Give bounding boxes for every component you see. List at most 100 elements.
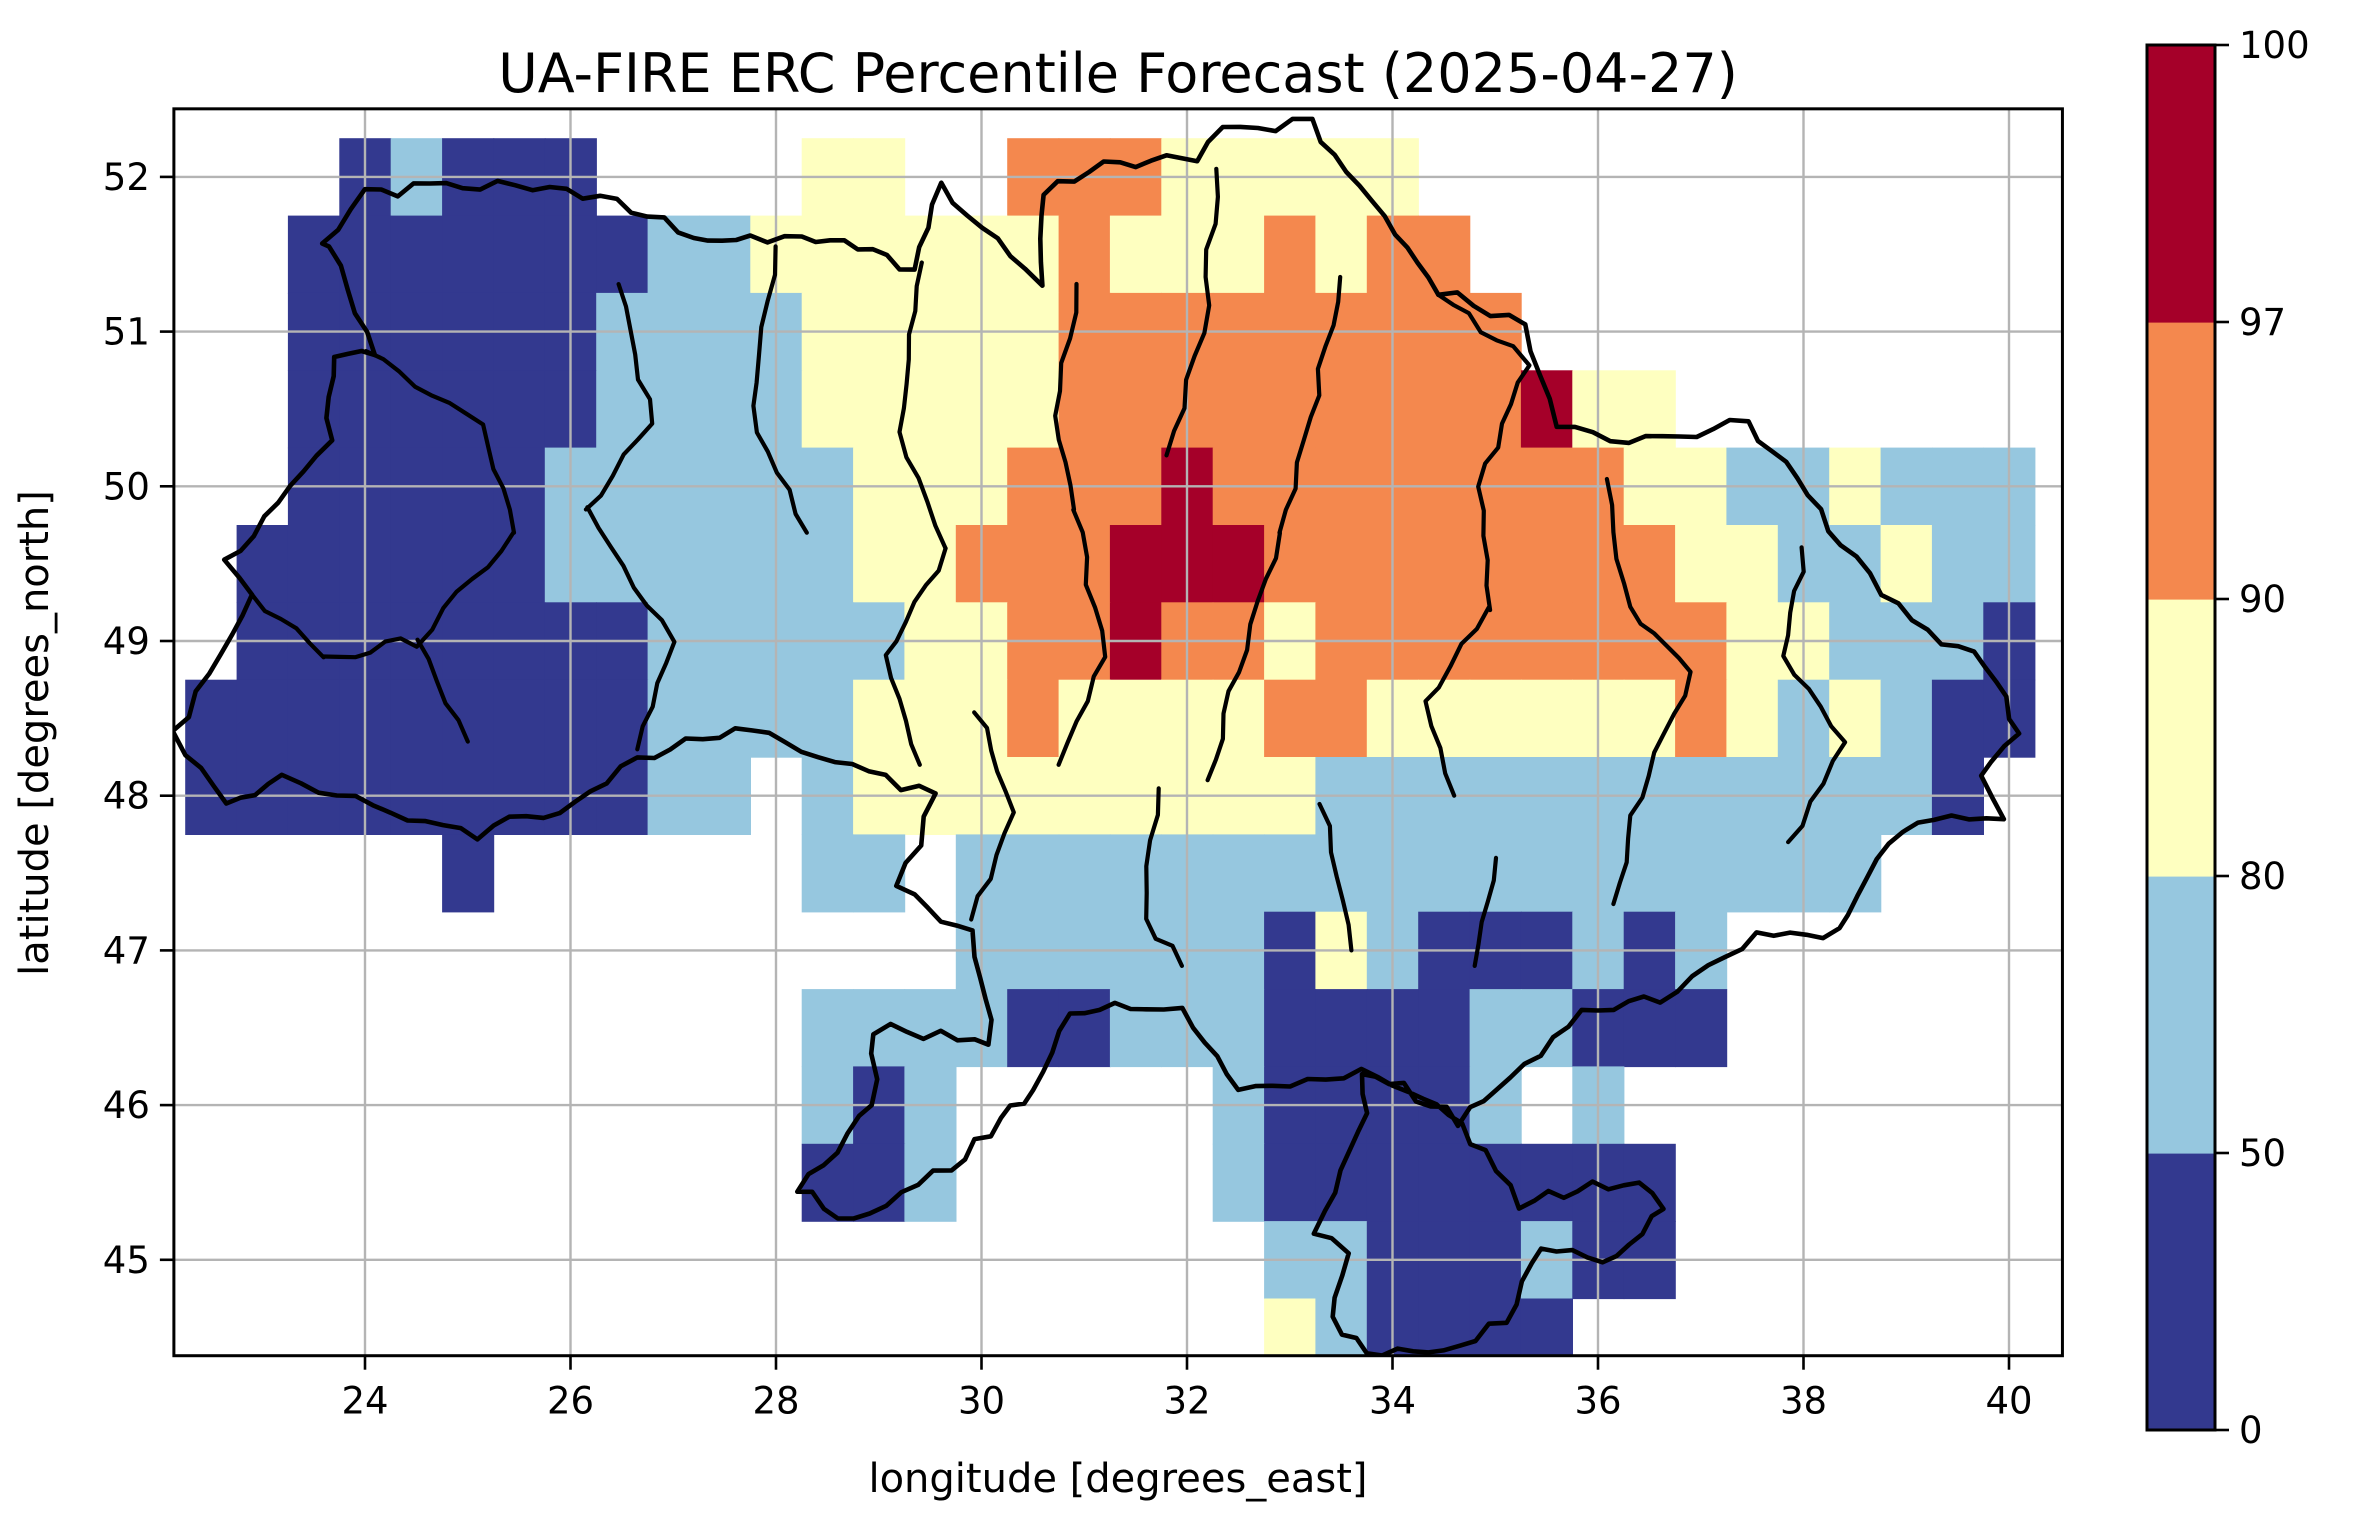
heatmap-cell — [1315, 525, 1368, 603]
heatmap-cell — [904, 1143, 957, 1222]
heatmap-cell — [493, 370, 546, 449]
heatmap-cell — [1675, 834, 1728, 913]
oblast-boundary — [321, 530, 516, 660]
heatmap-cell — [1880, 525, 1933, 603]
heatmap-cell — [1418, 370, 1471, 449]
heatmap-cell — [236, 679, 289, 758]
heatmap-cell — [493, 679, 546, 758]
heatmap-cell — [698, 525, 751, 603]
colorbar-segment — [2147, 1153, 2215, 1431]
heatmap-cell — [1469, 1143, 1522, 1222]
heatmap-cell — [1623, 679, 1676, 758]
colorbar-frame — [2145, 43, 2217, 1432]
plot-frame — [172, 107, 2064, 1358]
heatmap-cell — [1007, 679, 1060, 758]
oblast-boundary — [897, 260, 948, 551]
heatmap-cell — [596, 679, 649, 758]
heatmap-cell — [493, 525, 546, 603]
heatmap-cell — [1520, 1143, 1573, 1222]
heatmap-cell — [1264, 1298, 1317, 1356]
heatmap-cell — [1418, 215, 1471, 294]
y-tick-label: 50 — [103, 465, 150, 508]
heatmap-cell — [801, 215, 854, 294]
heatmap-cell — [1264, 215, 1317, 294]
y-axis-label: latitude [degrees_north] — [12, 490, 58, 976]
oblast-boundary — [585, 505, 677, 752]
heatmap-cell — [853, 834, 906, 913]
heatmap-cell — [1829, 525, 1882, 603]
boundaries-layer — [173, 116, 2022, 1356]
heatmap-cell — [1212, 1143, 1265, 1222]
heatmap-cell — [1675, 679, 1728, 758]
heatmap-cell — [1418, 834, 1471, 913]
heatmap-cell — [390, 370, 443, 449]
oblast-boundary — [1056, 507, 1108, 767]
heatmap-cell — [1880, 679, 1933, 758]
heatmap-cell — [801, 525, 854, 603]
heatmap-cell — [1315, 1298, 1368, 1356]
y-tick-label: 46 — [103, 1084, 150, 1127]
colorbar-tick-label: 50 — [2239, 1132, 2286, 1175]
heatmap-cell — [1418, 1298, 1471, 1356]
heatmap-cell — [1109, 679, 1162, 758]
y-tick-label: 47 — [103, 929, 150, 972]
heatmap-cell — [1264, 1143, 1317, 1222]
colorbar-tick-label: 90 — [2239, 578, 2286, 621]
heatmap-cell — [1212, 370, 1265, 449]
oblast-boundary — [583, 282, 655, 512]
oblast-boundary — [1781, 545, 1847, 744]
oblast-boundary — [415, 637, 470, 744]
heatmap-cell — [1418, 1143, 1471, 1222]
colorbar-tick-label: 97 — [2239, 301, 2286, 344]
heatmap-cell — [1726, 834, 1779, 913]
heatmap-cell — [1726, 525, 1779, 603]
oblast-boundary — [1423, 605, 1491, 798]
colorbar-tick-label: 80 — [2239, 855, 2286, 898]
heatmap-cell — [1931, 679, 1984, 758]
oblast-boundary — [1053, 281, 1079, 512]
heatmap-cell — [236, 525, 289, 603]
x-tick-label: 28 — [752, 1380, 799, 1423]
heatmap-cell — [390, 679, 443, 758]
heatmap-cell — [1109, 989, 1162, 1068]
heatmap-cell — [1315, 370, 1368, 449]
x-tick-label: 30 — [958, 1380, 1005, 1423]
heatmap-cell — [1109, 370, 1162, 449]
gridlines-layer — [173, 108, 2063, 1356]
y-tick-label: 45 — [103, 1239, 150, 1282]
colorbar: 0 50 80 90 97 100 — [2145, 24, 2310, 1452]
oblast-boundary — [969, 710, 1016, 922]
heatmap-cell — [1058, 989, 1111, 1068]
heatmap-cell — [1212, 215, 1265, 294]
heatmap-cell — [1469, 525, 1522, 603]
colorbar-segment — [2147, 876, 2215, 1154]
y-tick-label: 49 — [103, 620, 150, 663]
heatmap-cell — [390, 215, 443, 294]
x-tick-label: 24 — [341, 1380, 388, 1423]
heatmap-cell — [1520, 525, 1573, 603]
colorbar-tick-label: 100 — [2239, 24, 2310, 67]
heatmap-cell — [1675, 989, 1728, 1068]
heatmap-cell — [390, 525, 443, 603]
heatmap-cell — [442, 834, 495, 913]
x-tick-label: 26 — [547, 1380, 594, 1423]
oblast-boundary — [1472, 855, 1499, 968]
heatmap-cell — [1212, 525, 1265, 603]
heatmap-cell — [442, 679, 495, 758]
oblast-boundary — [1277, 274, 1343, 535]
heatmap-cell — [1315, 989, 1368, 1068]
oblast-boundary — [1317, 801, 1354, 953]
heatmap-cell — [1264, 679, 1317, 758]
heatmap-cell — [1623, 834, 1676, 913]
x-tick-label: 32 — [1163, 1380, 1210, 1423]
heatmap-cell — [1931, 525, 1984, 603]
heatmap-cell — [1007, 525, 1060, 603]
heatmap-cell — [647, 525, 700, 603]
heatmap-cell — [1520, 679, 1573, 758]
heatmap-cell — [1109, 525, 1162, 603]
heatmap-cell — [1212, 989, 1265, 1068]
heatmap-cell — [1469, 989, 1522, 1068]
heatmap-cell — [853, 215, 906, 294]
heatmap-cell — [287, 525, 340, 603]
